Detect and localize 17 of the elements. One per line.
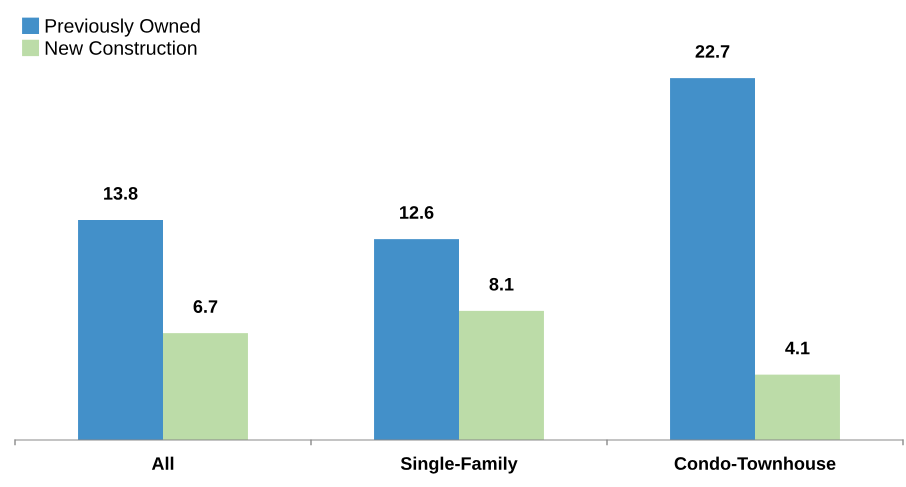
bar — [78, 220, 163, 440]
data-label: 6.7 — [194, 300, 218, 313]
x-tick-label: All — [152, 456, 174, 470]
bar — [374, 239, 459, 440]
x-tick-label: Single-Family — [400, 456, 518, 474]
bar — [755, 374, 840, 440]
data-label: 8.1 — [490, 278, 514, 291]
data-label: 4.1 — [785, 342, 810, 354]
legend-label: Previously Owned — [46, 18, 200, 37]
legend-label: New Construction — [46, 40, 196, 55]
data-label: 12.6 — [400, 206, 434, 219]
bar — [670, 78, 755, 440]
bar — [163, 333, 248, 440]
bar — [459, 310, 544, 440]
data-label: 13.8 — [104, 186, 138, 200]
data-label: 22.7 — [696, 45, 730, 58]
x-tick-label: Condo-Townhouse — [674, 456, 836, 470]
